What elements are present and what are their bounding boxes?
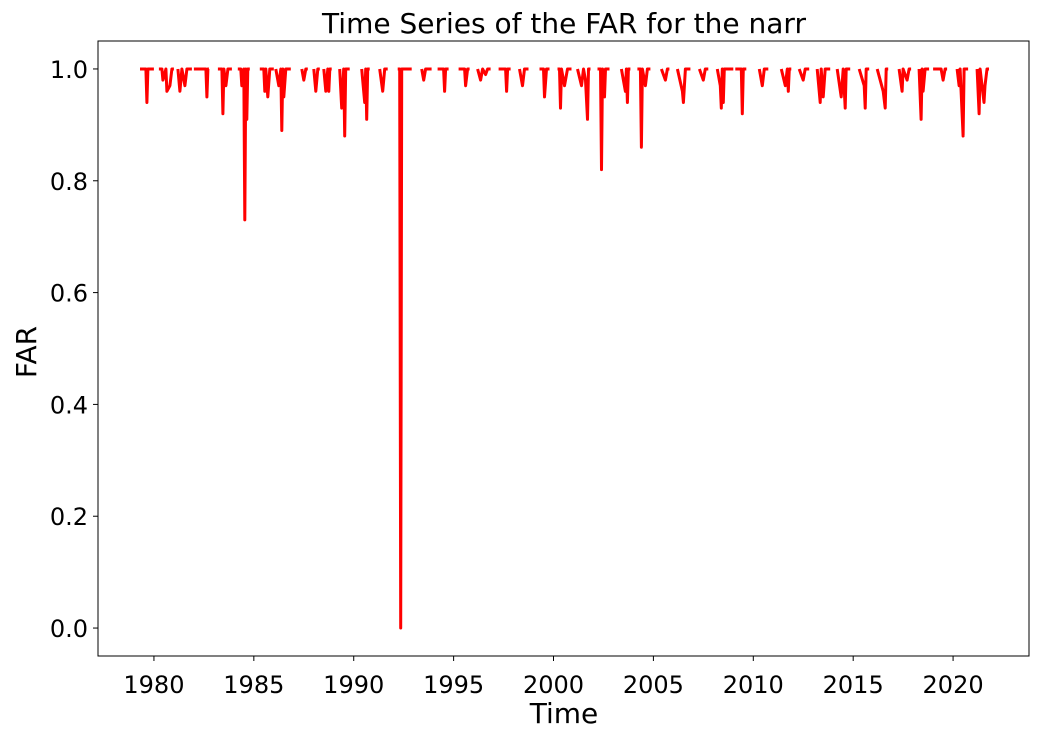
far-series-segment (576, 67, 591, 121)
y-tick-label: 0.4 (50, 391, 88, 419)
far-series-segment (975, 67, 989, 116)
far-series-segment (797, 67, 810, 82)
far-series-segment (715, 67, 734, 110)
far-series-segment (397, 67, 412, 630)
far-series-segment (539, 67, 550, 99)
far-series-segment (518, 67, 529, 88)
y-tick-label: 1.0 (50, 56, 88, 84)
far-series-segment (757, 67, 769, 88)
far-series-segment (322, 67, 332, 93)
x-axis: 1980 1985 1990 1995 2000 2005 2010 2015 2020 (123, 656, 984, 699)
x-tick-label: 1995 (423, 671, 484, 699)
far-series-segment (378, 67, 388, 93)
y-axis-label: FAR (10, 326, 43, 378)
far-series-segment (300, 67, 308, 82)
far-series-segment (557, 67, 572, 110)
far-series-segment (158, 67, 174, 93)
far-series-segment (597, 67, 610, 172)
far-series-segment (259, 67, 274, 99)
x-tick-label: 1985 (223, 671, 284, 699)
far-series-segment (360, 67, 370, 121)
x-tick-label: 2000 (523, 671, 584, 699)
far-series-segment (217, 67, 232, 116)
x-tick-label: 2010 (723, 671, 784, 699)
far-series-segment (619, 67, 631, 104)
far-series-segment (675, 67, 691, 104)
x-tick-label: 1980 (123, 671, 184, 699)
far-series-segment (637, 67, 651, 149)
plot-frame (97, 40, 1030, 657)
far-series-segment (458, 67, 470, 88)
y-tick-label: 0.2 (50, 503, 88, 531)
y-tick-label: 0.8 (50, 168, 88, 196)
far-series-segment (933, 67, 948, 82)
far-series-segment (857, 67, 870, 110)
far-series-segment (815, 67, 831, 104)
far-series-segment (237, 67, 250, 222)
x-axis-label: Time (529, 697, 599, 730)
x-tick-label: 2005 (623, 671, 684, 699)
y-axis: 0.0 0.2 0.4 0.6 0.8 1.0 (50, 56, 98, 643)
far-series-segment (176, 67, 192, 93)
far-series-segment (875, 67, 889, 110)
far-series-segment (697, 67, 709, 82)
x-tick-label: 1990 (323, 671, 384, 699)
y-tick-label: 0.6 (50, 280, 88, 308)
far-series-segment (312, 67, 320, 93)
far-series-segment (437, 67, 449, 93)
x-tick-label: 2020 (923, 671, 984, 699)
far-series-segment (498, 67, 511, 93)
far-series-segment (779, 67, 792, 93)
far-series-segment (735, 67, 747, 116)
far-series-segment (193, 67, 210, 99)
chart-title: Time Series of the FAR for the narr (321, 7, 806, 40)
far-series-segment (897, 67, 912, 93)
far-series-segment (274, 67, 291, 132)
far-series-segment (659, 67, 670, 82)
far-series-segment (917, 67, 930, 121)
far-series-segment (835, 67, 851, 110)
far-series-segment (338, 67, 350, 138)
series-layer (140, 67, 989, 630)
far-series-segment (476, 67, 491, 82)
x-tick-label: 2015 (823, 671, 884, 699)
far-series-segment (140, 67, 154, 104)
far-series-segment (420, 67, 432, 82)
far-series-segment (955, 67, 969, 138)
y-tick-label: 0.0 (50, 615, 88, 643)
